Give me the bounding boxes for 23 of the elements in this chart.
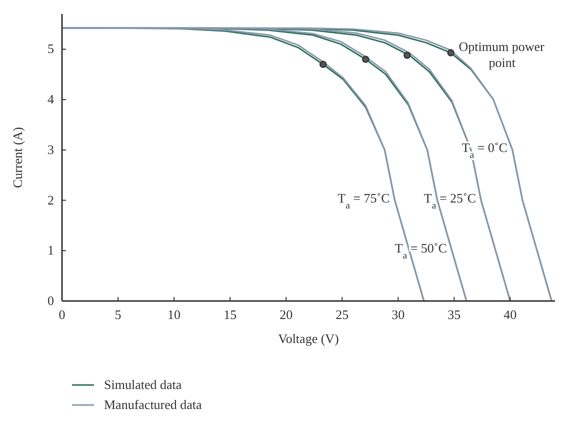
y-axis-title: Current (A) <box>10 126 25 188</box>
y-tick-label: 5 <box>48 41 54 56</box>
x-tick-label: 10 <box>168 307 181 322</box>
y-tick-label: 0 <box>48 293 54 308</box>
annotation: T$_{a}$ = 25˚C <box>424 190 476 211</box>
annotation: T$_{a}$ = 75˚C <box>338 190 390 211</box>
y-tick-label: 4 <box>48 92 54 107</box>
annotation: T$_{a}$ = 50˚C <box>394 240 447 262</box>
x-axis-title: Voltage (V) <box>278 331 339 346</box>
legend-label: Manufactured data <box>104 397 202 412</box>
x-tick-label: 25 <box>336 307 349 322</box>
y-tick-label: 1 <box>48 242 54 258</box>
legend-label: Simulated data <box>104 377 182 392</box>
y-tick-label: 2 <box>48 192 54 208</box>
x-tick-label: 5 <box>114 307 122 322</box>
x-tick-label: 15 <box>224 307 237 322</box>
x-tick-label: 30 <box>392 307 405 322</box>
y-tick-label: 3 <box>48 142 54 157</box>
x-tick-label: 35 <box>448 307 461 322</box>
x-tick-label: 40 <box>504 307 517 322</box>
x-tick-label: 20 <box>280 307 293 322</box>
x-tick-label: 0 <box>58 307 66 322</box>
annotation: Optimum power point <box>458 38 546 70</box>
